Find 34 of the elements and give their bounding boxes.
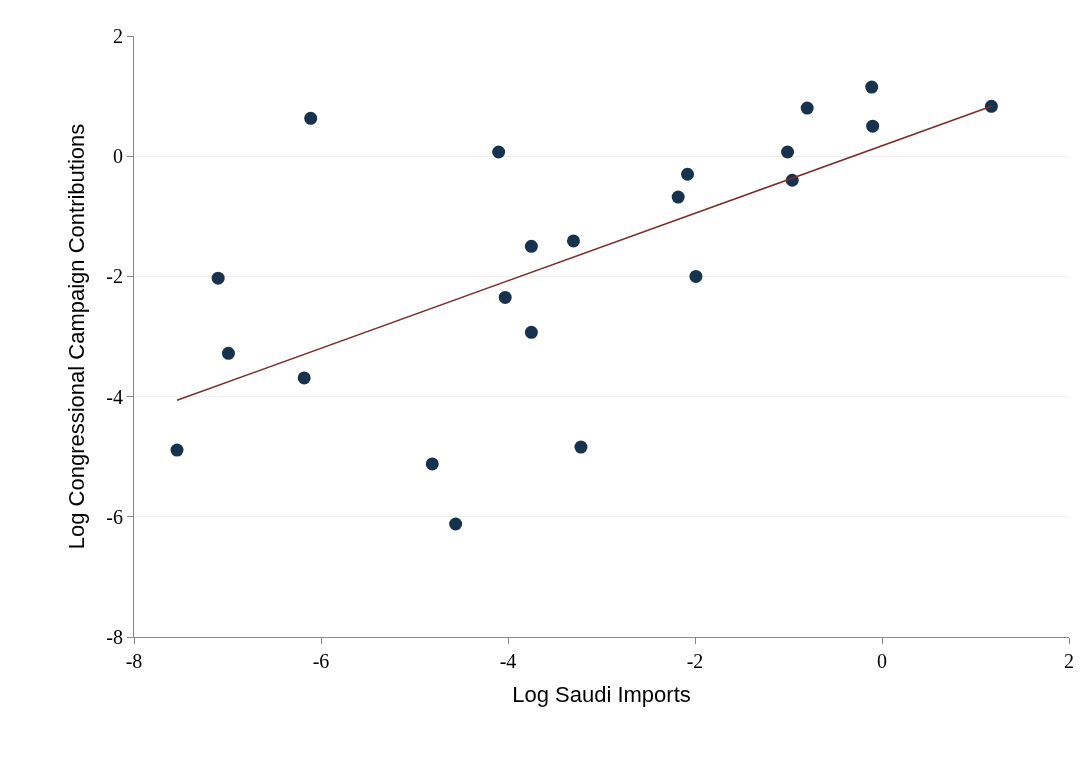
y-tick-label: -6 <box>106 505 123 528</box>
point <box>304 111 318 125</box>
point <box>671 190 685 204</box>
point <box>524 239 538 253</box>
x-axis-title: Log Saudi Imports <box>512 681 691 707</box>
point <box>866 119 880 133</box>
point <box>574 440 588 454</box>
x-tick-label: -2 <box>686 650 704 672</box>
y-axis-title: Log Congressional Campaign Contributions <box>64 123 90 550</box>
point <box>170 443 184 457</box>
point <box>681 167 695 181</box>
point <box>425 457 439 471</box>
point <box>297 371 311 385</box>
point <box>449 517 463 531</box>
x-tick-label: -6 <box>312 650 330 672</box>
point <box>498 290 512 304</box>
y-tick-label: 2 <box>113 25 123 47</box>
point <box>524 325 538 339</box>
point <box>781 145 795 159</box>
y-tick-label: -8 <box>106 626 123 648</box>
y-tick-label: -4 <box>106 385 123 408</box>
point <box>492 145 506 159</box>
x-tick-label: 0 <box>877 650 887 672</box>
point <box>689 269 703 283</box>
y-tick-label: -2 <box>106 265 123 288</box>
x-tick-label: -4 <box>499 650 517 672</box>
point <box>211 271 225 285</box>
y-tick-label: 0 <box>113 145 123 168</box>
x-tick-label: 2 <box>1064 650 1074 672</box>
point <box>984 99 998 113</box>
point <box>566 234 580 248</box>
point <box>865 80 879 94</box>
point <box>221 346 235 360</box>
point <box>800 101 814 115</box>
